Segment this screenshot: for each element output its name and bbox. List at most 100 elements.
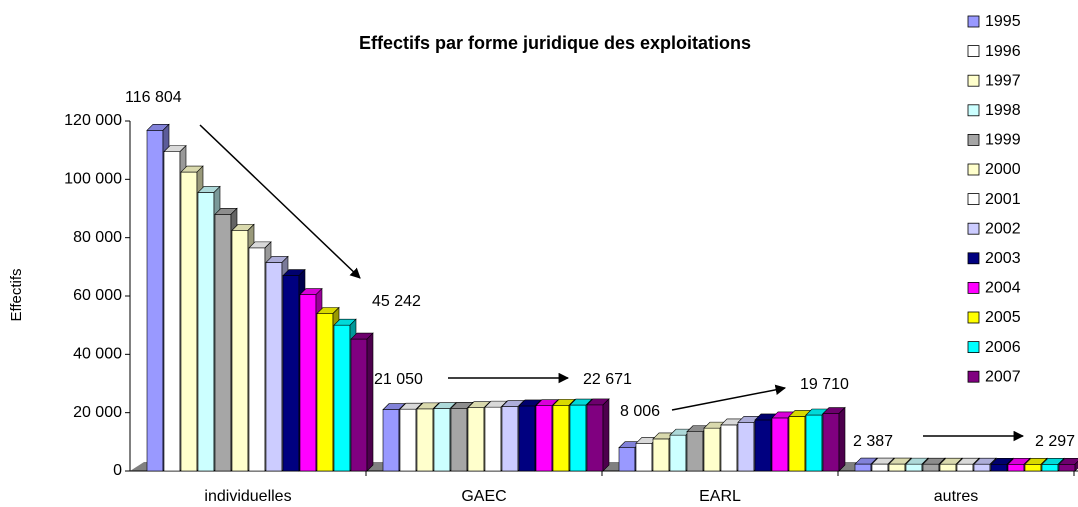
chart-title: Effectifs par forme juridique des exploi… [359, 33, 751, 53]
bar-face [1041, 463, 1059, 472]
value-label: 116 804 [125, 89, 182, 106]
legend-label: 1996 [985, 43, 1021, 60]
legend-swatch [967, 222, 980, 235]
legend-swatch [967, 163, 980, 176]
bar-face [1007, 463, 1025, 472]
legend-label: 2002 [985, 220, 1021, 237]
bar [350, 332, 374, 472]
legend-label: 2000 [985, 161, 1021, 178]
bar-face [805, 414, 823, 472]
bar-face [416, 408, 434, 472]
bar-face [399, 408, 417, 472]
bar [586, 398, 610, 472]
bar-face [467, 407, 485, 472]
legend-swatch [967, 74, 980, 87]
bar [822, 406, 846, 472]
bar-face [180, 171, 198, 472]
bar-face [1058, 458, 1078, 465]
value-label: 22 671 [583, 371, 632, 388]
bar-face [214, 214, 232, 472]
bar [1058, 458, 1078, 472]
y-tick-label: 120 000 [64, 112, 122, 129]
legend-swatch [967, 133, 980, 146]
bar-face [350, 338, 368, 472]
bar-face [602, 398, 610, 472]
value-label: 21 050 [374, 371, 423, 388]
bar-face [163, 151, 181, 472]
bar-face [1074, 460, 1078, 472]
bar-face [518, 405, 536, 472]
legend-label: 2007 [985, 368, 1021, 385]
bar-face [788, 416, 806, 472]
legend-swatch [967, 341, 980, 354]
legend-label: 1997 [985, 72, 1021, 89]
bar-face [771, 417, 789, 472]
bar-face [450, 407, 468, 472]
bar-face [737, 421, 755, 472]
arrow [671, 384, 787, 411]
y-tick-label: 60 000 [73, 287, 122, 304]
bar-face [1024, 463, 1042, 472]
y-tick-label: 80 000 [73, 229, 122, 246]
bar-face [618, 447, 636, 472]
bar-face [197, 192, 215, 472]
y-tick-label: 40 000 [73, 346, 122, 363]
bar-face [484, 406, 502, 472]
value-label: 8 006 [620, 403, 660, 420]
legend-label: 2004 [985, 280, 1021, 297]
legend-swatch [967, 104, 980, 117]
bar-face [569, 404, 587, 472]
legend-label: 2006 [985, 339, 1021, 356]
bar-face [265, 262, 283, 472]
value-label: 2 297 [1035, 433, 1075, 450]
y-tick-label: 100 000 [64, 171, 122, 188]
bar-face [586, 404, 604, 472]
legend-label: 2005 [985, 309, 1021, 326]
y-axis-label: Effectifs [8, 268, 25, 321]
bar-face [382, 409, 400, 472]
bar-face [922, 463, 940, 472]
legend-swatch [967, 370, 980, 383]
bar-face [669, 434, 687, 472]
bar-face [703, 427, 721, 472]
bar-face [871, 463, 889, 472]
x-tick-label: EARL [699, 488, 741, 505]
bar-face [720, 424, 738, 472]
legend-swatch [967, 311, 980, 324]
legend-label: 2001 [985, 191, 1021, 208]
legend-swatch [967, 281, 980, 294]
legend-label: 1999 [985, 132, 1021, 149]
bar-face [973, 463, 991, 472]
bar-face [838, 406, 846, 472]
bar-face [535, 405, 553, 472]
bar-face [552, 405, 570, 472]
legend-swatch [967, 193, 980, 206]
legend-label: 2003 [985, 250, 1021, 267]
value-label: 2 387 [853, 433, 893, 450]
bar-face [905, 463, 923, 472]
legend-swatch [967, 45, 980, 57]
bar-face [231, 230, 249, 472]
bar-face [686, 431, 704, 472]
bar-face [652, 438, 670, 472]
x-tick-label: individuelles [204, 488, 291, 505]
bar-face [990, 463, 1008, 472]
bar-face [635, 442, 653, 472]
bar-face [299, 294, 317, 472]
bar-face [822, 413, 840, 472]
x-tick-label: autres [934, 488, 978, 505]
value-label: 19 710 [800, 376, 849, 393]
value-label: 45 242 [372, 293, 421, 310]
legend-label: 1995 [985, 13, 1021, 30]
x-tick-label: GAEC [461, 488, 506, 505]
bar-face [282, 275, 300, 472]
bar-face [854, 463, 872, 472]
legend-label: 1998 [985, 102, 1021, 119]
bar-face [939, 463, 957, 472]
bar-face [888, 463, 906, 472]
y-tick-label: 20 000 [73, 404, 122, 421]
bar-face [754, 419, 772, 472]
legend-swatch [967, 15, 980, 28]
